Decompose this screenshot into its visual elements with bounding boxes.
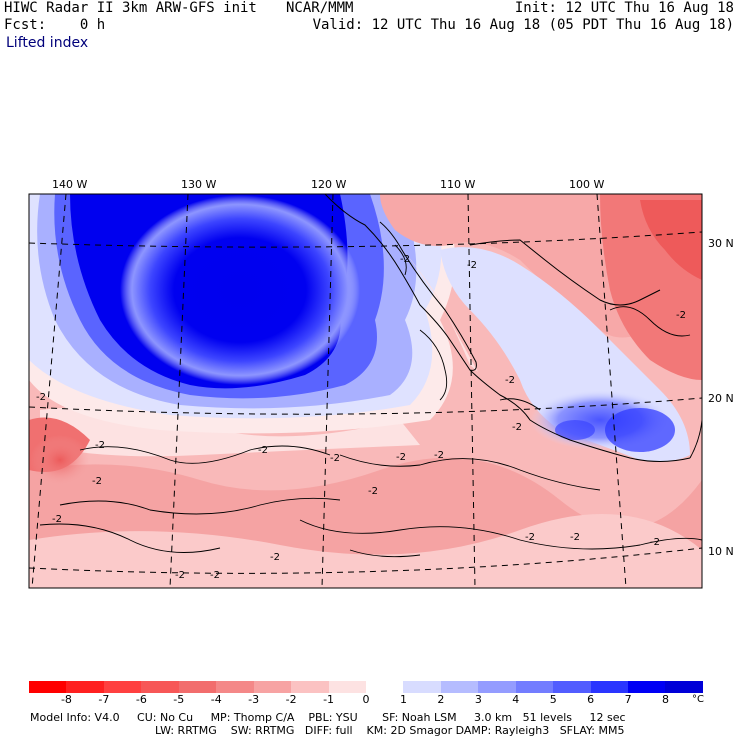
color-swatch bbox=[403, 681, 441, 693]
color-swatch bbox=[553, 681, 591, 693]
color-scale-bar bbox=[29, 681, 703, 693]
contour-labels: -2 -2 -2 -2 -2 -2 -2 -2 -2 -2 -2 -2 -2 -… bbox=[36, 254, 686, 581]
graticule bbox=[29, 194, 702, 588]
latitude-labels: 30 N 20 N 10 N bbox=[708, 237, 734, 558]
scale-tick-label: -7 bbox=[98, 693, 110, 706]
color-scale-unit: °C bbox=[692, 694, 704, 705]
scale-tick-label: -6 bbox=[135, 693, 147, 706]
contour-label: -2 bbox=[368, 486, 378, 497]
lon-label: 100 W bbox=[569, 178, 604, 191]
color-swatch bbox=[29, 681, 67, 693]
forecast-hour: Fcst: 0 h bbox=[4, 17, 106, 33]
scale-tick-label: 4 bbox=[512, 693, 520, 706]
contour-label: -2 bbox=[467, 260, 477, 271]
contour-label: -2 bbox=[258, 445, 268, 456]
coastlines bbox=[324, 194, 702, 462]
longitude-labels: 140 W 130 W 120 W 110 W 100 W bbox=[52, 178, 604, 191]
scale-tick-label: 2 bbox=[437, 693, 445, 706]
scale-tick-label: -8 bbox=[60, 693, 72, 706]
lat-label: 30 N bbox=[708, 237, 734, 250]
lon-label: 120 W bbox=[311, 178, 346, 191]
color-swatch bbox=[478, 681, 516, 693]
scale-tick-label: -2 bbox=[285, 693, 297, 706]
model-title: HIWC Radar II 3km ARW-GFS init bbox=[4, 0, 257, 16]
color-swatch bbox=[103, 681, 142, 693]
color-swatch bbox=[141, 681, 179, 693]
init-time: Init: 12 UTC Thu 16 Aug 18 bbox=[514, 0, 734, 16]
contour-label: -2 bbox=[396, 452, 406, 463]
color-swatch bbox=[253, 681, 292, 693]
contour-label: -2 bbox=[525, 532, 535, 543]
scale-tick-label: -4 bbox=[210, 693, 222, 706]
lon-label: 130 W bbox=[181, 178, 216, 191]
field-name: Lifted index bbox=[6, 35, 89, 51]
map-frame bbox=[28, 193, 703, 589]
color-swatch bbox=[515, 681, 554, 693]
color-swatch bbox=[291, 681, 329, 693]
lon-label: 110 W bbox=[440, 178, 475, 191]
contour-label: -2 bbox=[676, 310, 686, 321]
contour-label: -2 bbox=[505, 375, 515, 386]
contour-label: -2 bbox=[434, 450, 444, 461]
map-field bbox=[29, 194, 702, 588]
scale-tick-label: -1 bbox=[323, 693, 335, 706]
color-scale-ticks: -8 -7 -6 -5 -4 -3 -2 -1 0 1 2 3 4 5 6 7 8 bbox=[29, 693, 703, 707]
contour-label: -2 bbox=[330, 453, 340, 464]
color-swatch bbox=[66, 681, 104, 693]
model-info-line-2: LW: RRTMG SW: RRTMG DIFF: full KM: 2D Sm… bbox=[155, 724, 625, 737]
scale-tick-label: -3 bbox=[248, 693, 260, 706]
scale-tick-label: 0 bbox=[362, 693, 370, 706]
contour-label: -2 bbox=[95, 440, 105, 451]
contour-label: -2 bbox=[92, 476, 102, 487]
li-contours bbox=[39, 244, 702, 558]
scale-tick-label: 7 bbox=[624, 693, 632, 706]
lat-label: 20 N bbox=[708, 392, 734, 405]
model-info-line-1: Model Info: V4.0 CU: No Cu MP: Thomp C/A… bbox=[30, 711, 626, 724]
scale-tick-label: 6 bbox=[587, 693, 595, 706]
scale-tick-label: 8 bbox=[662, 693, 670, 706]
lat-label: 10 N bbox=[708, 545, 734, 558]
color-swatch bbox=[665, 681, 703, 693]
contour-label: -2 bbox=[175, 570, 185, 581]
color-swatch bbox=[178, 681, 217, 693]
color-swatch bbox=[590, 681, 628, 693]
scale-tick-label: -5 bbox=[173, 693, 185, 706]
scale-tick-label: 5 bbox=[549, 693, 557, 706]
contour-label: -2 bbox=[512, 422, 522, 433]
contour-label: -2 bbox=[570, 532, 580, 543]
contour-label: -2 bbox=[36, 392, 46, 403]
color-swatch bbox=[328, 681, 366, 693]
color-swatch bbox=[628, 681, 666, 693]
contour-label: -2 bbox=[400, 254, 410, 265]
contour-label: -2 bbox=[650, 537, 660, 548]
color-swatch bbox=[216, 681, 254, 693]
agency-label: NCAR/MMM bbox=[286, 0, 354, 16]
valid-time: Valid: 12 UTC Thu 16 Aug 18 (05 PDT Thu … bbox=[312, 17, 734, 33]
scale-tick-label: 3 bbox=[474, 693, 482, 706]
scale-tick-label: 1 bbox=[399, 693, 407, 706]
contour-label: -2 bbox=[270, 552, 280, 563]
contour-label: -2 bbox=[52, 514, 62, 525]
color-swatch bbox=[365, 681, 404, 693]
lon-label: 140 W bbox=[52, 178, 87, 191]
contour-label: -2 bbox=[210, 570, 220, 581]
color-swatch bbox=[440, 681, 479, 693]
